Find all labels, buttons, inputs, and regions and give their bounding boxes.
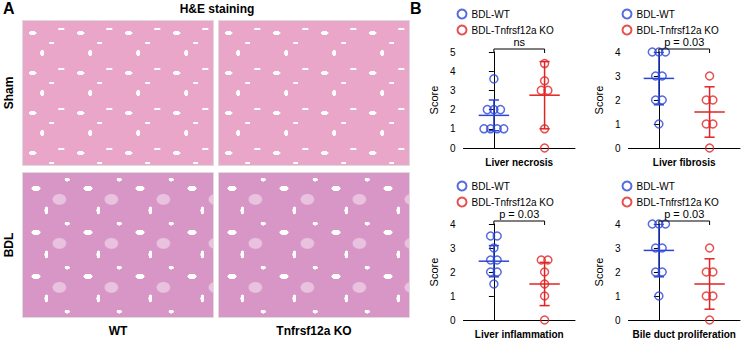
svg-text:BDL-Tnfrsf12a KO: BDL-Tnfrsf12a KO [637,197,719,208]
svg-text:Score: Score [593,258,605,287]
svg-text:BDL-Tnfrsf12a KO: BDL-Tnfrsf12a KO [472,25,554,36]
svg-text:BDL-Tnfrsf12a KO: BDL-Tnfrsf12a KO [637,25,719,36]
svg-text:0: 0 [615,143,621,154]
svg-text:Score: Score [428,86,440,115]
svg-text:0: 0 [615,315,621,326]
svg-text:4: 4 [615,47,621,58]
svg-text:3: 3 [615,71,621,82]
svg-text:BDL-WT: BDL-WT [637,181,675,192]
svg-text:Liver necrosis: Liver necrosis [485,157,553,168]
html-text:Tnfrsf12a KO: Tnfrsf12a KO [276,324,352,338]
svg-text:BDL-WT: BDL-WT [472,181,510,192]
svg-text:1: 1 [450,291,456,302]
svg-text:Score: Score [428,258,440,287]
svg-text:BDL-WT: BDL-WT [637,9,675,20]
svg-text:2: 2 [450,267,456,278]
html-text:WT: WT [108,324,128,338]
svg-text:3: 3 [450,85,456,96]
svg-text:4: 4 [450,219,456,230]
svg-text:BDL-WT: BDL-WT [472,9,510,20]
svg-text:1: 1 [450,123,456,134]
svg-text:Liver inflammation: Liver inflammation [475,329,564,340]
svg-text:1: 1 [615,119,621,130]
svg-text:Bile duct proliferation: Bile duct proliferation [633,329,736,340]
svg-text:2: 2 [615,267,621,278]
svg-text:p = 0.03: p = 0.03 [499,208,539,220]
html-text:H&E staining: H&E staining [179,2,255,16]
svg-text:4: 4 [450,66,456,77]
svg-text:p = 0.03: p = 0.03 [664,208,704,220]
html-text:B: B [410,0,422,17]
svg-text:3: 3 [450,243,456,254]
html-text:A: A [3,0,15,17]
svg-text:Liver fibrosis: Liver fibrosis [653,157,716,168]
svg-text:5: 5 [450,47,456,58]
svg-text:0: 0 [450,143,456,154]
svg-text:2: 2 [450,104,456,115]
svg-text:1: 1 [615,291,621,302]
svg-text:ns: ns [513,36,525,48]
svg-text:2: 2 [615,95,621,106]
svg-text:4: 4 [615,219,621,230]
html-text:BDL: BDL [2,232,16,258]
svg-text:p = 0.03: p = 0.03 [664,36,704,48]
svg-text:0: 0 [450,315,456,326]
svg-text:Score: Score [593,86,605,115]
svg-text:BDL-Tnfrsf12a KO: BDL-Tnfrsf12a KO [472,197,554,208]
svg-text:3: 3 [615,243,621,254]
html-text:Sham: Sham [2,76,16,110]
